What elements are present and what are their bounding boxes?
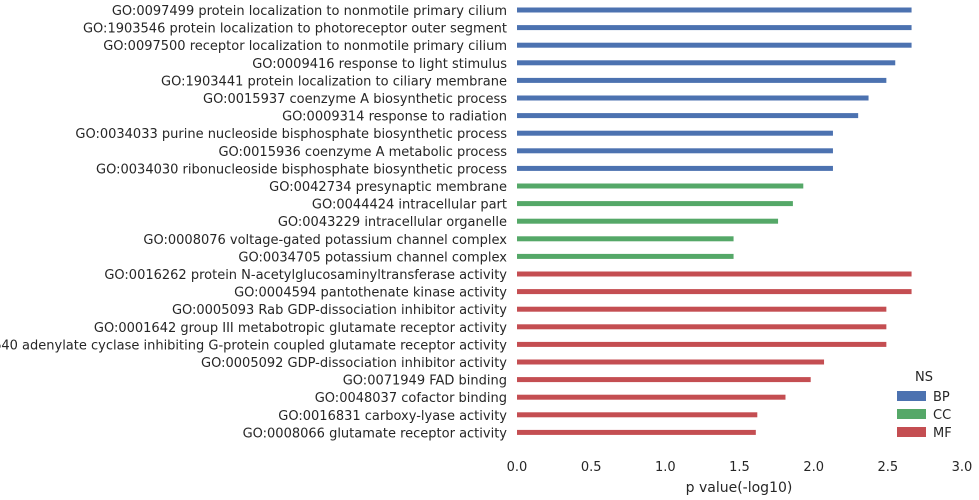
category-label-16: GO:0016262 protein N-acetylglucosaminylt… [104, 268, 507, 283]
x-tick-label-2: 0.5 [581, 460, 602, 475]
bar-2 [517, 25, 912, 31]
legend: NS BP CC MF [897, 370, 952, 441]
bar-23 [517, 394, 786, 400]
legend-label-bp: BP [933, 390, 950, 405]
bar-12 [517, 201, 793, 207]
category-label-3: GO:0097500 receptor localization to nonm… [103, 39, 507, 54]
category-label-21: GO:0005092 GDP-dissociation inhibitor ac… [201, 356, 507, 371]
bar-1 [517, 7, 912, 13]
bar-4 [517, 60, 896, 66]
legend-swatch-mf [897, 427, 926, 437]
bar-18 [517, 306, 887, 312]
legend-label-mf: MF [933, 426, 952, 441]
bar-24 [517, 412, 758, 418]
category-label-13: GO:0043229 intracellular organelle [278, 215, 507, 230]
category-label-5: GO:1903441 protein localization to cilia… [161, 74, 507, 89]
category-label-20: GO:0001640 adenylate cyclase inhibiting … [0, 338, 507, 353]
category-label-14: GO:0008076 voltage-gated potassium chann… [143, 233, 507, 248]
legend-swatch-cc [897, 409, 926, 419]
bar-13 [517, 218, 779, 224]
bar-3 [517, 42, 912, 48]
category-label-24: GO:0016831 carboxy-lyase activity [278, 409, 507, 424]
bar-9 [517, 148, 833, 154]
x-axis-ticks: 0.0 0.5 1.0 1.5 2.0 2.5 3.0 [507, 460, 973, 475]
bar-20 [517, 341, 887, 347]
category-label-7: GO:0009314 response to radiation [282, 110, 507, 125]
bar-8 [517, 130, 833, 136]
category-label-4: GO:0009416 response to light stimulus [252, 57, 507, 72]
bar-11 [517, 183, 804, 189]
bar-5 [517, 77, 887, 83]
bar-17 [517, 289, 912, 295]
bar-25 [517, 429, 756, 435]
category-label-2: GO:1903546 protein localization to photo… [83, 22, 507, 37]
category-label-25: GO:0008066 glutamate receptor activity [243, 426, 508, 441]
legend-title: NS [915, 370, 933, 385]
x-tick-label-3: 1.0 [655, 460, 676, 475]
x-axis-title: p value(-log10) [686, 480, 793, 496]
legend-label-cc: CC [933, 408, 951, 423]
category-label-23: GO:0048037 cofactor binding [315, 391, 507, 406]
category-label-17: GO:0004594 pantothenate kinase activity [234, 286, 507, 301]
category-label-18: GO:0005093 Rab GDP-dissociation inhibito… [172, 303, 507, 318]
bar-10 [517, 165, 833, 171]
x-tick-label-4: 1.5 [729, 460, 750, 475]
category-label-11: GO:0042734 presynaptic membrane [269, 180, 507, 195]
x-tick-label-7: 3.0 [952, 460, 973, 475]
bar-14 [517, 236, 734, 242]
x-tick-label-6: 2.5 [877, 460, 898, 475]
category-label-19: GO:0001642 group III metabotropic glutam… [94, 321, 507, 336]
category-label-8: GO:0034033 purine nucleoside bisphosphat… [75, 127, 507, 142]
x-tick-label-1: 0.0 [507, 460, 528, 475]
category-labels: GO:0097499 protein localization to nonmo… [0, 4, 507, 441]
category-label-1: GO:0097499 protein localization to nonmo… [112, 4, 507, 19]
bar-19 [517, 324, 887, 330]
category-label-15: GO:0034705 potassium channel complex [238, 250, 507, 265]
bar-6 [517, 95, 869, 101]
bar-7 [517, 113, 859, 119]
category-label-12: GO:0044424 intracellular part [312, 198, 507, 213]
bars-layer [517, 7, 912, 435]
category-label-22: GO:0071949 FAD binding [343, 374, 507, 389]
bar-15 [517, 253, 734, 259]
category-label-9: GO:0015936 coenzyme A metabolic process [218, 145, 507, 160]
category-label-6: GO:0015937 coenzyme A biosynthetic proce… [203, 92, 507, 107]
category-label-10: GO:0034030 ribonucleoside bisphosphate b… [96, 162, 507, 177]
x-tick-label-5: 2.0 [803, 460, 824, 475]
legend-swatch-bp [897, 391, 926, 401]
bar-22 [517, 377, 811, 383]
bar-21 [517, 359, 825, 365]
bar-16 [517, 271, 912, 277]
